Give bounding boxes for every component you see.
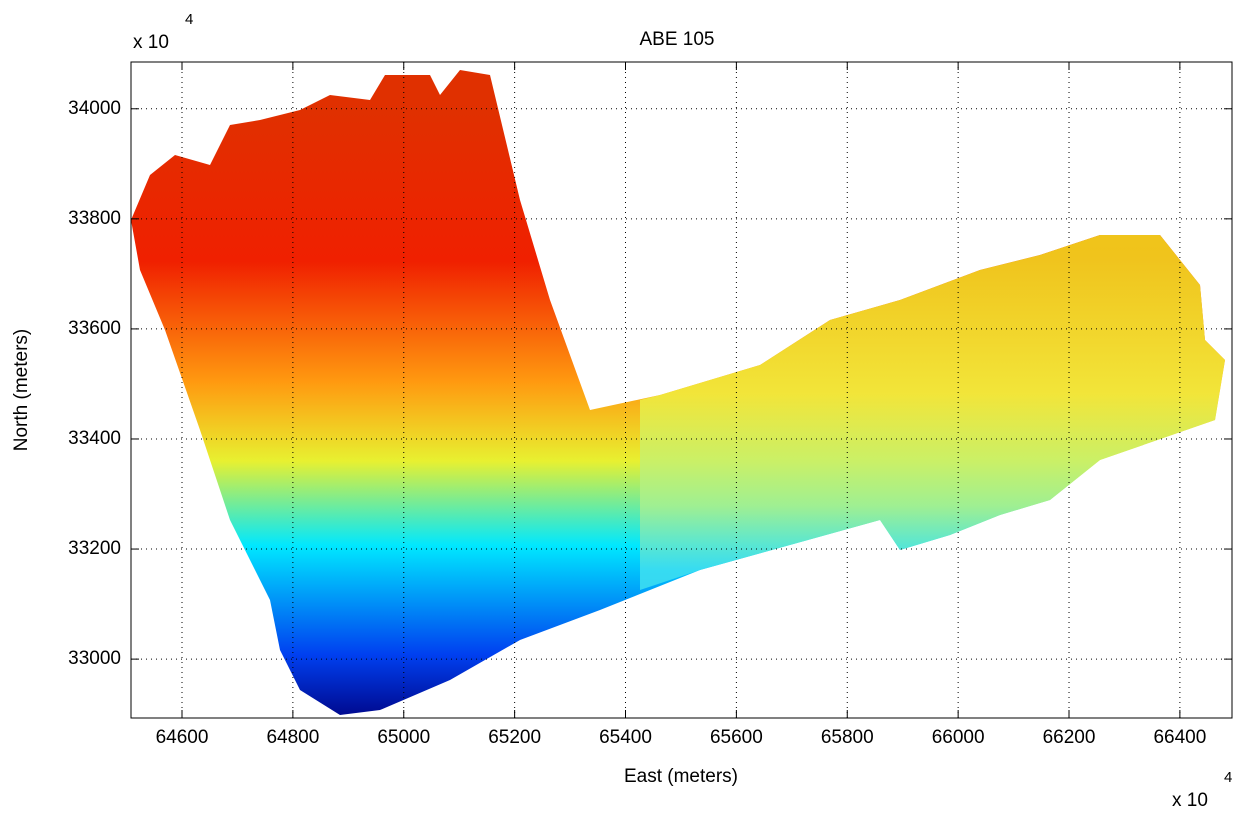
y-multiplier-base: x 10 xyxy=(133,32,169,53)
x-tick-label: 65200 xyxy=(488,727,541,748)
y-tick-label: 33000 xyxy=(68,648,121,669)
y-tick-label: 34000 xyxy=(68,98,121,119)
x-tick-label: 66400 xyxy=(1153,727,1206,748)
x-tick-label: 65800 xyxy=(821,727,874,748)
bathymetry-east xyxy=(640,235,1225,590)
x-tick-label: 64800 xyxy=(266,727,319,748)
x-tick-label: 66000 xyxy=(932,727,985,748)
x-axis-label: East (meters) xyxy=(624,766,738,787)
x-multiplier-exponent: 4 xyxy=(1224,769,1232,786)
x-multiplier-base: x 10 xyxy=(1172,790,1208,811)
y-multiplier-exponent: 4 xyxy=(185,11,193,28)
chart: 64600 64800 65000 65200 65400 65600 65800 66000… xyxy=(0,0,1234,814)
x-tick-label: 64600 xyxy=(156,727,209,748)
chart-title: ABE 105 xyxy=(640,29,715,50)
x-tick-label: 65000 xyxy=(377,727,430,748)
y-tick-label: 33600 xyxy=(68,318,121,339)
y-tick-label: 33400 xyxy=(68,428,121,449)
x-tick-label: 65400 xyxy=(599,727,652,748)
page: 64600 64800 65000 65200 65400 65600 65800 66000… xyxy=(0,0,1234,814)
y-axis-label: North (meters) xyxy=(11,329,32,451)
y-tick-label: 33800 xyxy=(68,208,121,229)
y-tick-label: 33200 xyxy=(68,538,121,559)
x-tick-label: 66200 xyxy=(1043,727,1096,748)
x-tick-label: 65600 xyxy=(710,727,763,748)
